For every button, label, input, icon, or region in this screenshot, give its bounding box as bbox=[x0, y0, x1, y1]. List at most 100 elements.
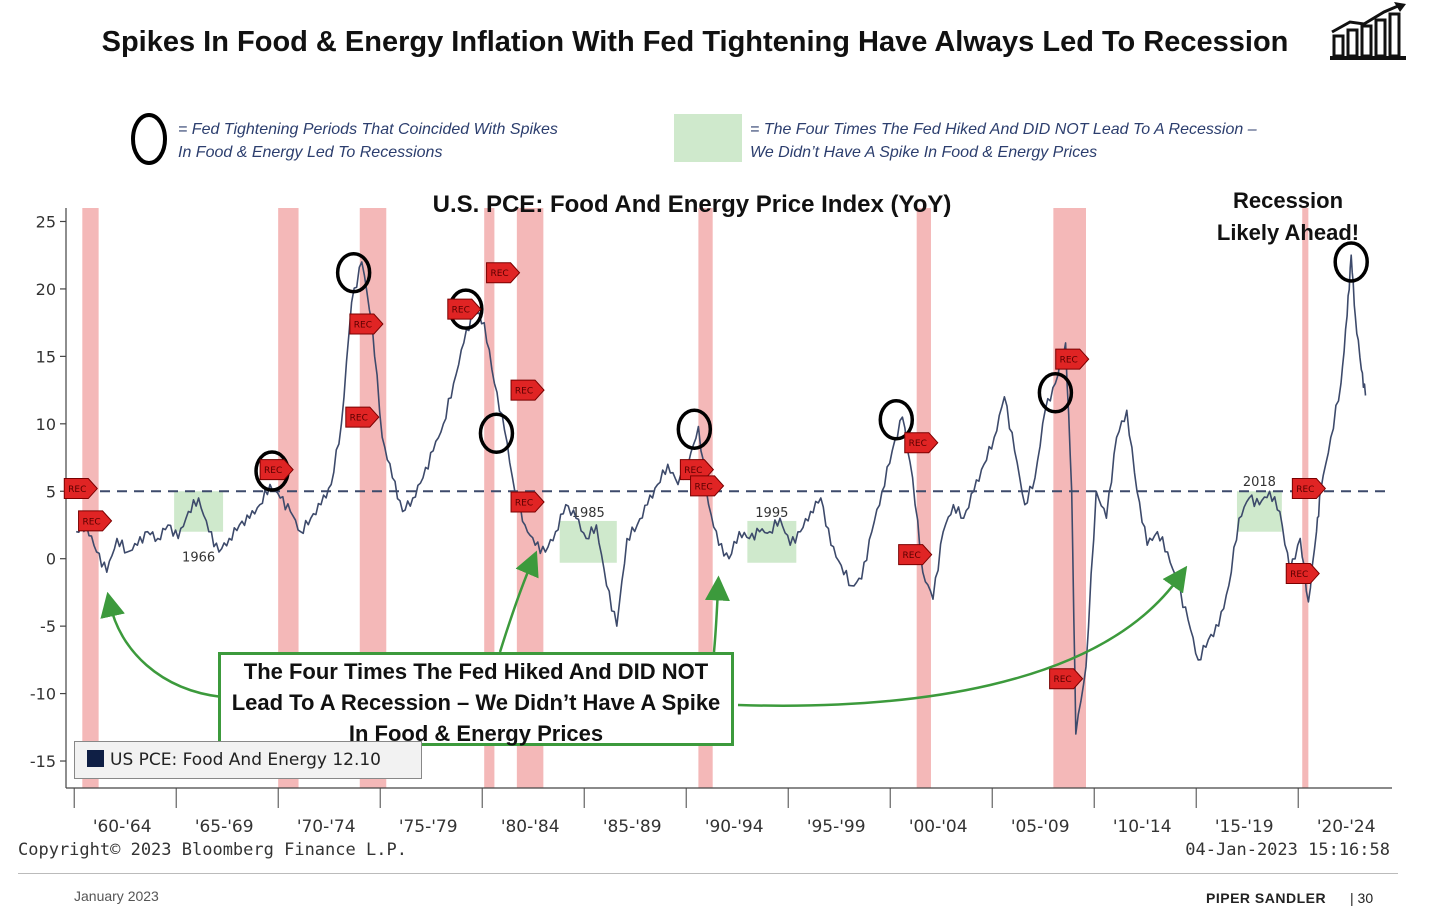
footer-brand: PIPER SANDLER bbox=[1206, 890, 1327, 906]
recession-annotation-line2: Likely Ahead! bbox=[1216, 220, 1360, 245]
rec-marker: REC bbox=[1291, 478, 1327, 500]
rec-marker: REC bbox=[510, 491, 545, 513]
rec-marker-label: REC bbox=[452, 306, 470, 316]
series-legend-swatch bbox=[87, 750, 104, 767]
green-legend-swatch bbox=[674, 114, 742, 162]
green-legend-note: = The Four Times The Fed Hiked And DID N… bbox=[750, 118, 1257, 164]
rec-marker: REC bbox=[904, 432, 939, 454]
circle-legend-note: = Fed Tightening Periods That Coincided … bbox=[178, 118, 558, 164]
circle-legend-line2: In Food & Energy Led To Recessions bbox=[178, 144, 443, 161]
tightening-circle bbox=[1037, 372, 1074, 414]
rec-marker: REC bbox=[63, 478, 98, 500]
circle-legend-icon bbox=[131, 113, 167, 165]
circle-legend-line1: = Fed Tightening Periods That Coincided … bbox=[178, 121, 558, 138]
rec-marker: REC bbox=[1285, 563, 1320, 585]
rec-marker: REC bbox=[447, 298, 482, 320]
x-tick-label: '15-'19 bbox=[1215, 817, 1274, 837]
recession-band bbox=[82, 208, 99, 788]
y-tick-label: 10 bbox=[36, 415, 56, 434]
rec-marker-label: REC bbox=[490, 269, 508, 279]
rec-marker-label: REC bbox=[515, 499, 533, 509]
x-tick-label: '10-'14 bbox=[1113, 817, 1172, 837]
rec-marker-label: REC bbox=[82, 517, 100, 527]
y-tick-label: -15 bbox=[30, 752, 56, 771]
recession-band bbox=[698, 208, 713, 788]
callout-arrow-1966 bbox=[100, 591, 223, 699]
y-tick-label: -10 bbox=[30, 685, 56, 704]
recession-annotation: Recession Likely Ahead! bbox=[1196, 185, 1380, 249]
callout-arrow-1985 bbox=[498, 550, 539, 653]
x-tick-label: '95-'99 bbox=[807, 817, 866, 837]
recession-band bbox=[916, 208, 931, 788]
green-band bbox=[559, 520, 617, 563]
footer-divider bbox=[18, 873, 1398, 874]
green-callout-box: The Four Times The Fed Hiked And DID NOT… bbox=[218, 652, 734, 746]
rec-marker-label: REC bbox=[1296, 485, 1314, 495]
rec-marker: REC bbox=[510, 379, 545, 401]
rec-marker: REC bbox=[690, 475, 725, 497]
rec-marker-label: REC bbox=[909, 439, 927, 449]
rec-marker-label: REC bbox=[1290, 570, 1308, 580]
tightening-circle bbox=[335, 251, 372, 294]
x-tick-label: '70-'74 bbox=[297, 817, 356, 837]
green-band-label: 1995 bbox=[755, 506, 788, 521]
x-tick-label: '65-'69 bbox=[195, 817, 254, 837]
x-tick-label: '75-'79 bbox=[399, 817, 458, 837]
tightening-circle bbox=[676, 408, 713, 450]
green-band-label: 2018 bbox=[1243, 475, 1276, 490]
footer-date: January 2023 bbox=[74, 888, 159, 904]
rec-marker-label: REC bbox=[350, 414, 368, 424]
rec-marker: REC bbox=[349, 313, 384, 335]
rec-marker-label: REC bbox=[264, 466, 282, 476]
x-tick-label: '00-'04 bbox=[909, 817, 968, 837]
rec-marker: REC bbox=[78, 510, 113, 532]
rec-marker-label: REC bbox=[903, 551, 921, 561]
recession-band bbox=[1053, 208, 1086, 788]
y-tick-label: 5 bbox=[46, 482, 56, 501]
rec-marker: REC bbox=[679, 459, 715, 481]
tightening-circle bbox=[878, 399, 915, 441]
x-tick-label: '85-'89 bbox=[603, 817, 662, 837]
rec-marker-label: REC bbox=[515, 387, 533, 397]
rec-marker: REC bbox=[345, 406, 380, 428]
green-band-label: 1966 bbox=[182, 550, 215, 565]
callout-line2: Lead To A Recession – We Didn’t Have A S… bbox=[231, 690, 721, 715]
y-tick-label: 20 bbox=[36, 280, 56, 299]
green-band-label: 1985 bbox=[572, 506, 605, 521]
recession-annotation-line1: Recession bbox=[1232, 188, 1344, 213]
y-tick-label: 25 bbox=[36, 212, 56, 231]
x-tick-label: '60-'64 bbox=[93, 817, 152, 837]
x-tick-label: '05-'09 bbox=[1011, 817, 1070, 837]
rec-marker-label: REC bbox=[68, 485, 86, 495]
rec-marker-label: REC bbox=[694, 482, 712, 492]
y-tick-label: 0 bbox=[46, 550, 56, 569]
x-tick-label: '20-'24 bbox=[1317, 817, 1376, 837]
rec-marker: REC bbox=[1049, 668, 1084, 690]
series-legend-label: US PCE: Food And Energy 12.10 bbox=[110, 750, 381, 770]
tightening-circle bbox=[478, 412, 515, 455]
green-legend-line1: = The Four Times The Fed Hiked And DID N… bbox=[750, 121, 1257, 138]
x-tick-label: '90-'94 bbox=[705, 817, 764, 837]
green-band bbox=[747, 520, 797, 563]
rec-marker-label: REC bbox=[1060, 356, 1078, 366]
y-tick-label: -5 bbox=[40, 617, 56, 636]
callout-line1: The Four Times The Fed Hiked And DID NOT bbox=[243, 659, 709, 684]
green-legend-line2: We Didn’t Have A Spike In Food & Energy … bbox=[750, 144, 1098, 161]
y-tick-label: 15 bbox=[36, 347, 56, 366]
timestamp-text: 04-Jan-2023 15:16:58 bbox=[1185, 840, 1390, 860]
footer-page-number: | 30 bbox=[1350, 890, 1374, 906]
rec-marker: REC bbox=[259, 459, 294, 481]
chart-title: U.S. PCE: Food And Energy Price Index (Y… bbox=[433, 191, 952, 218]
rec-marker: REC bbox=[898, 544, 933, 566]
recession-band bbox=[484, 208, 495, 788]
rec-marker-label: REC bbox=[684, 466, 702, 476]
series-legend: US PCE: Food And Energy 12.10 bbox=[74, 741, 422, 779]
copyright-text: Copyright© 2023 Bloomberg Finance L.P. bbox=[18, 840, 407, 860]
x-tick-label: '80-'84 bbox=[501, 817, 560, 837]
rec-marker: REC bbox=[1055, 348, 1090, 370]
rec-marker-label: REC bbox=[1053, 675, 1071, 685]
page-title: Spikes In Food & Energy Inflation With F… bbox=[101, 26, 1289, 58]
rec-marker: REC bbox=[486, 262, 521, 284]
tightening-circle bbox=[1333, 241, 1369, 283]
rec-marker-label: REC bbox=[354, 321, 372, 331]
